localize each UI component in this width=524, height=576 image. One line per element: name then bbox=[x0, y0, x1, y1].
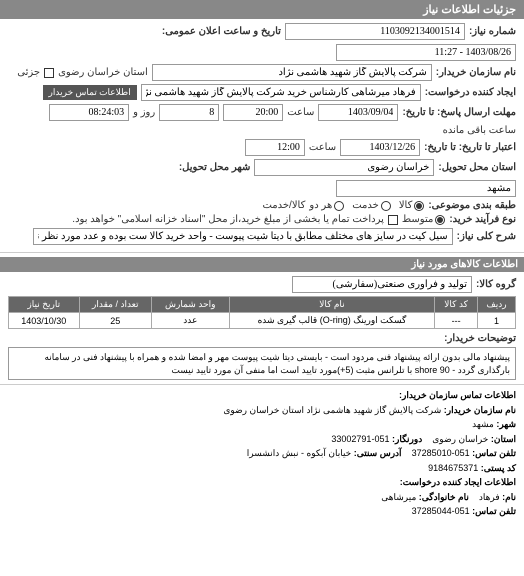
notes-label: توضیحات خریدار: bbox=[444, 333, 516, 344]
name-label: نام: bbox=[502, 492, 516, 502]
cell-row: 1 bbox=[477, 313, 515, 329]
cell-code: --- bbox=[435, 313, 478, 329]
group-label: گروه کالا: bbox=[476, 279, 516, 290]
cell-unit: عدد bbox=[151, 313, 229, 329]
partial-label: جزئی bbox=[17, 67, 40, 78]
org-label: نام سازمان خریدار: bbox=[444, 405, 516, 415]
process-type-label: نوع فرآیند خرید: bbox=[449, 214, 516, 225]
budget-opt1-label: کالا bbox=[399, 200, 413, 211]
phone-label: تلفن تماس: bbox=[472, 448, 516, 458]
postal-label: کد پستی: bbox=[481, 463, 516, 473]
creator-header: اطلاعات ایجاد کننده درخواست: bbox=[8, 476, 516, 490]
col-qty: تعداد / مقدار bbox=[79, 297, 151, 313]
col-row: ردیف bbox=[477, 297, 515, 313]
col-code: کد کالا bbox=[435, 297, 478, 313]
budget-radio-group: کالا خدمت هر دو bbox=[309, 200, 424, 211]
delivery-city-label: شهر محل تحویل: bbox=[179, 162, 251, 173]
contact-block: اطلاعات تماس سازمان خریدار: نام سازمان خ… bbox=[0, 385, 524, 524]
days-input[interactable] bbox=[159, 104, 219, 121]
page-header: جزئیات اطلاعات نیاز bbox=[0, 0, 524, 19]
requester-label: ایجاد کننده درخواست: bbox=[425, 87, 516, 98]
family-label: نام خانوادگی: bbox=[419, 492, 469, 502]
budget-opt2-label: خدمت bbox=[352, 200, 379, 211]
announce-label: تاریخ و ساعت اعلان عمومی: bbox=[162, 26, 281, 37]
notes-box: پیشنهاد مالی بدون ارائه پیشنهاد فنی مردو… bbox=[8, 347, 516, 380]
creator-phone-value: 051-37285044 bbox=[412, 506, 470, 516]
payment-checkbox[interactable] bbox=[388, 215, 398, 225]
time-label-2: ساعت bbox=[309, 142, 336, 153]
notes-text: پیشنهاد مالی بدون ارائه پیشنهاد فنی مردو… bbox=[44, 352, 510, 375]
address-label: آدرس سنتی: bbox=[354, 448, 402, 458]
requester-input[interactable] bbox=[141, 84, 421, 101]
process-opt1-label: متوسط bbox=[402, 214, 433, 225]
city-label: شهر: bbox=[496, 419, 516, 429]
family-value: میرشاهی bbox=[381, 492, 416, 502]
org-value: شرکت پالایش گاز شهید هاشمی نژاد استان خر… bbox=[223, 405, 441, 415]
remaining-time-input[interactable] bbox=[49, 104, 129, 121]
partial-checkbox[interactable] bbox=[44, 68, 54, 78]
goods-table: ردیف کد کالا نام کالا واحد شمارش تعداد /… bbox=[8, 296, 516, 329]
budget-opt3-label: هر دو bbox=[309, 200, 332, 211]
col-unit: واحد شمارش bbox=[151, 297, 229, 313]
budget-type-label: طبقه بندی موضوعی: bbox=[428, 200, 516, 211]
request-number-input[interactable] bbox=[285, 23, 465, 40]
group-input[interactable] bbox=[292, 276, 472, 293]
province-label: استان: bbox=[491, 434, 516, 444]
request-info-section: شماره نیاز: تاریخ و ساعت اعلان عمومی: نا… bbox=[0, 19, 524, 253]
buyer-name-input[interactable] bbox=[152, 64, 432, 81]
page-title: جزئیات اطلاعات نیاز bbox=[423, 4, 516, 16]
good-type-label: کالا/خدمت bbox=[262, 200, 305, 211]
fax-label: دورنگار: bbox=[392, 434, 422, 444]
cell-qty: 25 bbox=[79, 313, 151, 329]
goods-section: گروه کالا: ردیف کد کالا نام کالا واحد شم… bbox=[0, 272, 524, 385]
budget-radio-service[interactable] bbox=[381, 201, 391, 211]
delivery-province-label: استان محل تحویل: bbox=[438, 162, 516, 173]
table-header-row: ردیف کد کالا نام کالا واحد شمارش تعداد /… bbox=[9, 297, 516, 313]
deadline-time-input[interactable] bbox=[223, 104, 283, 121]
address-value: خیابان آبکوه - نبش دانشسرا bbox=[247, 448, 351, 458]
cell-date: 1403/10/30 bbox=[9, 313, 80, 329]
contact-info-button[interactable]: اطلاعات تماس خریدار bbox=[43, 85, 137, 100]
deadline-label: مهلت ارسال پاسخ: تا تاریخ: bbox=[402, 107, 516, 118]
table-row[interactable]: 1 --- گسکت اورینگ (O-ring) قالب گیری شده… bbox=[9, 313, 516, 329]
deadline-date-input[interactable] bbox=[318, 104, 398, 121]
request-number-label: شماره نیاز: bbox=[469, 26, 516, 37]
validity-time-input[interactable] bbox=[245, 139, 305, 156]
desc-label: شرح کلی نیاز: bbox=[457, 231, 516, 242]
goods-header: اطلاعات کالاهای مورد نیاز bbox=[0, 257, 524, 272]
fax-value: 051-33002791 bbox=[331, 434, 389, 444]
announce-date-input[interactable] bbox=[336, 44, 516, 61]
validity-date-input[interactable] bbox=[340, 139, 420, 156]
time-label-1: ساعت bbox=[287, 107, 314, 118]
remaining-label: ساعت باقی مانده bbox=[443, 125, 516, 136]
budget-radio-goods[interactable] bbox=[414, 201, 424, 211]
col-date: تاریخ نیاز bbox=[9, 297, 80, 313]
phone-value: 051-37285010 bbox=[412, 448, 470, 458]
budget-radio-both[interactable] bbox=[334, 201, 344, 211]
name-value: فرهاد bbox=[479, 492, 500, 502]
days-label: روز و bbox=[133, 107, 155, 118]
postal-value: 9184675371 bbox=[428, 463, 478, 473]
validity-label: اعتبار تا تاریخ: تا تاریخ: bbox=[424, 142, 516, 153]
province-text: استان خراسان رضوی bbox=[58, 67, 148, 78]
city-value: مشهد bbox=[472, 419, 494, 429]
province-value: خراسان رضوی bbox=[432, 434, 488, 444]
delivery-city-input[interactable] bbox=[336, 180, 516, 197]
creator-phone-label: تلفن تماس: bbox=[472, 506, 516, 516]
cell-name: گسکت اورینگ (O-ring) قالب گیری شده bbox=[229, 313, 435, 329]
col-name: نام کالا bbox=[229, 297, 435, 313]
payment-note: پرداخت تمام یا بخشی از مبلغ خرید،از محل … bbox=[72, 214, 384, 225]
delivery-province-input[interactable] bbox=[254, 159, 434, 176]
goods-header-text: اطلاعات کالاهای مورد نیاز bbox=[411, 259, 518, 270]
contact-header: اطلاعات تماس سازمان خریدار: bbox=[8, 389, 516, 403]
buyer-name-label: نام سازمان خریدار: bbox=[436, 67, 516, 78]
desc-input[interactable] bbox=[33, 228, 453, 245]
process-radio-medium[interactable] bbox=[435, 215, 445, 225]
